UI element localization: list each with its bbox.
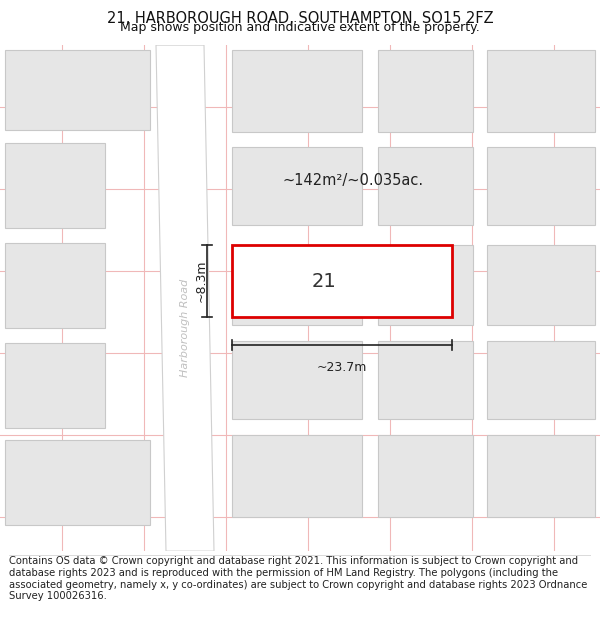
Text: Harborough Road: Harborough Road — [180, 279, 190, 378]
Bar — [378, 245, 473, 325]
Text: Contains OS data © Crown copyright and database right 2021. This information is : Contains OS data © Crown copyright and d… — [9, 556, 587, 601]
Bar — [378, 341, 473, 419]
Bar — [487, 245, 595, 325]
Bar — [487, 341, 595, 419]
Text: 21: 21 — [312, 272, 337, 291]
Bar — [232, 435, 362, 517]
Bar — [378, 50, 473, 132]
Text: ~23.7m: ~23.7m — [317, 361, 367, 374]
Text: ~8.3m: ~8.3m — [194, 260, 208, 302]
Bar — [487, 435, 595, 517]
Text: 21, HARBOROUGH ROAD, SOUTHAMPTON, SO15 2FZ: 21, HARBOROUGH ROAD, SOUTHAMPTON, SO15 2… — [107, 11, 493, 26]
Bar — [487, 147, 595, 225]
Bar — [5, 343, 105, 428]
Bar — [5, 243, 105, 328]
Text: ~142m²/~0.035ac.: ~142m²/~0.035ac. — [283, 173, 424, 188]
Bar — [232, 341, 362, 419]
Bar — [5, 440, 150, 525]
Bar — [232, 147, 362, 225]
Polygon shape — [156, 45, 214, 551]
Bar — [232, 50, 362, 132]
Bar — [232, 245, 362, 325]
Bar — [378, 147, 473, 225]
Bar — [378, 435, 473, 517]
Bar — [487, 50, 595, 132]
Bar — [5, 50, 150, 130]
Bar — [232, 245, 452, 317]
Text: Map shows position and indicative extent of the property.: Map shows position and indicative extent… — [120, 21, 480, 34]
Bar — [5, 143, 105, 228]
